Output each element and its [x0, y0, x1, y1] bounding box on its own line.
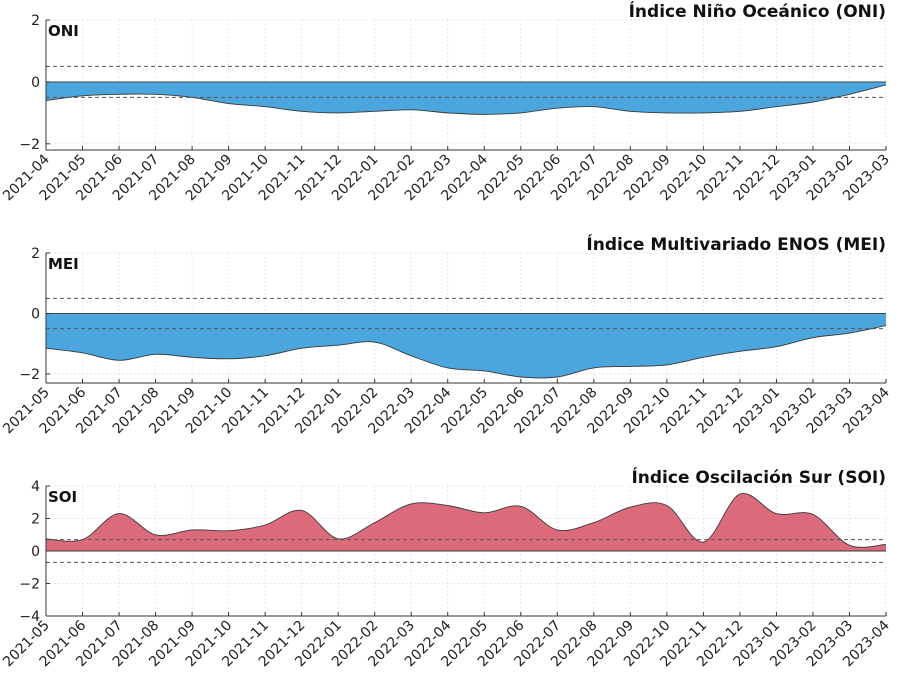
chart-title: Índice Multivariado ENOS (MEI) — [586, 233, 886, 255]
chart-title: Índice Oscilación Sur (SOI) — [631, 466, 886, 488]
y-tick-label: 0 — [31, 544, 40, 560]
panel-label: SOI — [48, 488, 77, 506]
chart-panel-oni: −2022021-042021-052021-062021-072021-082… — [0, 0, 893, 204]
chart-panel-soi: −4−20242021-052021-062021-072021-082021-… — [0, 466, 893, 670]
panel-label: MEI — [48, 255, 79, 273]
y-tick-label: 2 — [31, 246, 40, 262]
y-tick-label: 0 — [31, 75, 40, 91]
y-tick-label: −2 — [19, 577, 40, 593]
y-tick-label: 2 — [31, 13, 40, 29]
y-tick-label: −4 — [19, 609, 40, 625]
y-tick-label: 4 — [31, 479, 40, 495]
area-fill-mei — [46, 313, 886, 378]
panel-label: ONI — [48, 22, 79, 40]
series-line-mei — [45, 325, 887, 379]
y-tick-label: 0 — [31, 306, 40, 322]
chart-panel-mei: −2022021-052021-062021-072021-082021-092… — [0, 233, 893, 437]
y-tick-label: 2 — [31, 512, 40, 528]
series-line-soi — [45, 493, 887, 548]
area-fill-soi — [46, 493, 886, 551]
y-tick-label: −2 — [19, 137, 40, 153]
y-tick-label: −2 — [19, 367, 40, 383]
chart-title: Índice Niño Oceánico (ONI) — [629, 0, 886, 22]
area-fill-oni — [46, 81, 886, 115]
